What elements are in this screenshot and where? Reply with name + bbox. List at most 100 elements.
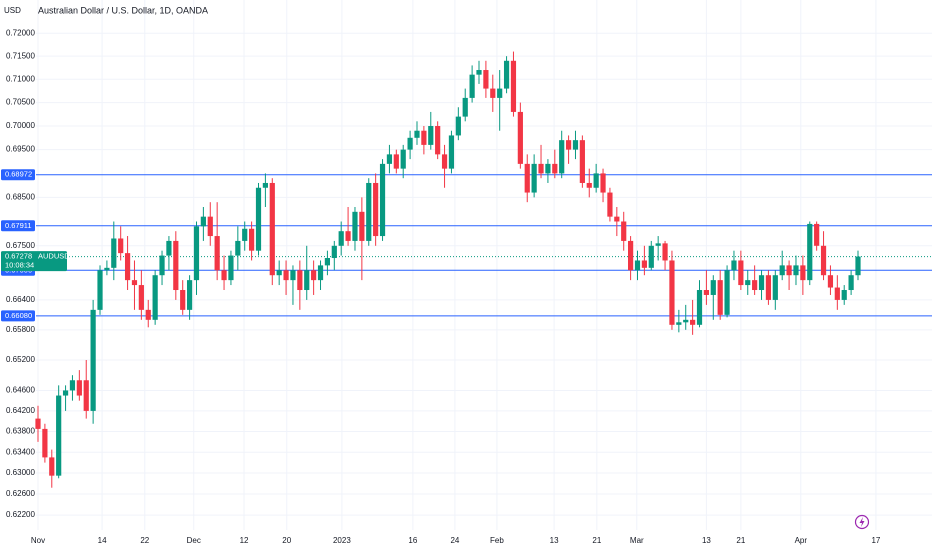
candle-body [214, 236, 220, 271]
candle-body [200, 216, 206, 227]
candle-body [228, 255, 234, 281]
candle-body [752, 280, 758, 291]
candle-body [90, 309, 96, 411]
candle-body [793, 265, 799, 276]
candle-body [593, 173, 599, 188]
candle-body [538, 163, 544, 174]
candle-body [848, 275, 854, 291]
y-tick-label: 0.65800 [6, 325, 35, 334]
candle-body [304, 270, 310, 291]
candle-body [83, 380, 89, 411]
x-tick-label: 14 [98, 536, 107, 545]
symbol-label: AUDUSD [38, 252, 70, 261]
candle-body [690, 319, 696, 325]
candle-body [820, 245, 827, 276]
x-tick-label: 2023 [333, 536, 351, 545]
y-tick-label: 0.64200 [6, 406, 35, 415]
y-tick-label: 0.71000 [6, 74, 35, 83]
candle-body [180, 290, 186, 310]
candle-body [517, 111, 523, 164]
x-tick-label: Mar [630, 536, 644, 545]
candle-body [765, 275, 772, 300]
candle-body [111, 238, 117, 268]
candle-body [193, 226, 200, 281]
candle-body [242, 228, 248, 241]
candle-body [586, 182, 592, 188]
candle-body [731, 260, 737, 271]
x-tick-label: 12 [240, 536, 249, 545]
candle-body [359, 211, 365, 241]
candle-body [373, 182, 379, 237]
y-tick-label: 0.66400 [6, 295, 35, 304]
candle-body [572, 140, 579, 150]
last-price-box [1, 251, 67, 272]
candle-body [483, 70, 489, 89]
level-label: 0.67911 [5, 221, 32, 230]
candle-body [62, 390, 69, 396]
candle-body [524, 163, 530, 193]
candle-body [683, 319, 689, 323]
x-tick-label: 21 [592, 536, 601, 545]
candle-body [104, 267, 110, 271]
candle-body [662, 243, 668, 261]
candle-body [476, 70, 482, 75]
candle-body [186, 280, 193, 310]
candle-body [352, 211, 358, 241]
candle-body [249, 228, 255, 251]
y-tick-label: 0.63800 [6, 427, 35, 436]
candle-body [800, 265, 806, 281]
candle-body [703, 290, 710, 295]
candle-body [834, 287, 840, 300]
candle-body [745, 280, 751, 286]
last-price-label: 0.67278 [5, 252, 32, 261]
y-tick-label: 0.70000 [6, 121, 35, 130]
candle-body [559, 140, 565, 174]
candle-body [269, 182, 275, 276]
y-tick-label: 0.63000 [6, 468, 35, 477]
candle-body [56, 395, 62, 476]
x-tick-label: Feb [490, 536, 504, 545]
y-tick-label: 0.67500 [6, 241, 35, 250]
candle-body [717, 280, 723, 315]
candle-body [400, 149, 406, 169]
candle-body [655, 243, 661, 246]
candle-body [634, 260, 641, 271]
candle-body [855, 256, 861, 276]
x-tick-label: 20 [282, 536, 291, 545]
candle-body [159, 255, 165, 276]
candle-body [290, 270, 296, 281]
candle-body [428, 126, 434, 145]
candle-body [503, 60, 510, 89]
candle-body [324, 258, 331, 266]
candle-body [621, 221, 627, 241]
candle-body [407, 137, 413, 150]
candle-body [131, 280, 138, 286]
candle-body [455, 116, 461, 136]
candle-body [531, 163, 537, 193]
currency-label: USD [4, 6, 21, 15]
x-tick-label: Dec [187, 536, 201, 545]
y-tick-label: 0.68500 [6, 192, 35, 201]
candle-body [490, 88, 496, 98]
level-tag-box [1, 310, 35, 322]
candle-body [276, 270, 282, 276]
candle-body [35, 418, 41, 429]
candle-body [283, 270, 289, 281]
candle-body [173, 240, 179, 291]
candle-body [76, 380, 82, 396]
x-tick-label: 16 [408, 536, 417, 545]
candle-body [69, 380, 76, 391]
y-tick-label: 0.64600 [6, 386, 35, 395]
candle-body [262, 182, 268, 188]
logo-icon[interactable] [854, 514, 870, 530]
candle-body [317, 265, 324, 281]
x-tick-label: 22 [140, 536, 149, 545]
y-tick-label: 0.69500 [6, 145, 35, 154]
y-tick-label: 0.70500 [6, 98, 35, 107]
x-tick-label: 24 [450, 536, 459, 545]
candle-body [696, 290, 703, 325]
candle-body [124, 253, 131, 281]
chart-title: Australian Dollar / U.S. Dollar, 1D, OAN… [38, 5, 208, 15]
